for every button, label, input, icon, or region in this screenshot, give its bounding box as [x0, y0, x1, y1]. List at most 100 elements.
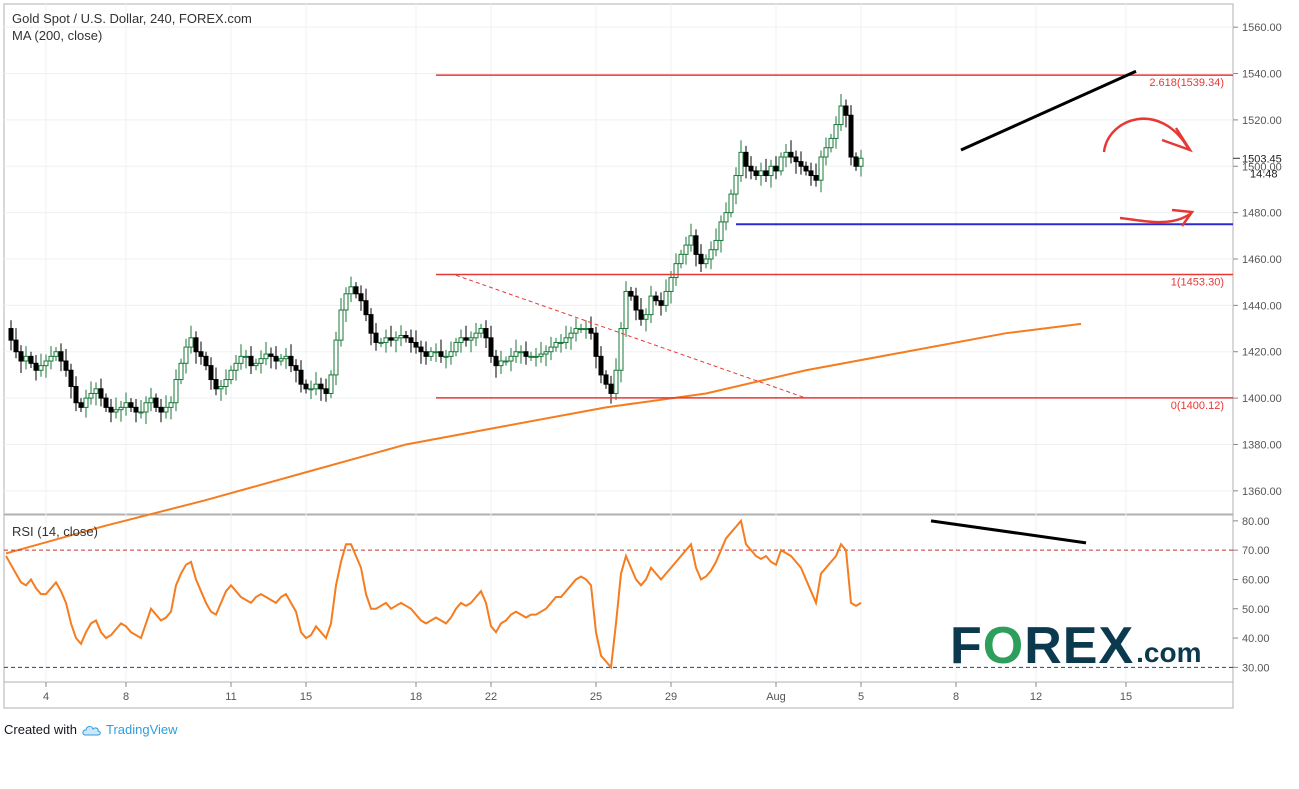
candle-body: [303, 383, 309, 390]
candle-body: [258, 358, 264, 364]
candle-body: [738, 151, 744, 177]
candle-body: [143, 402, 149, 413]
price-tick-label: 1440.00: [1242, 300, 1282, 312]
trend-line: [960, 69, 1137, 152]
candle-body: [88, 392, 94, 399]
candle-body: [168, 402, 174, 408]
candle-body: [173, 379, 179, 404]
candle-body: [778, 156, 784, 172]
candle-body: [593, 332, 599, 357]
candle-body: [353, 286, 359, 295]
candle-body: [653, 295, 659, 302]
candle-body: [678, 253, 684, 265]
dashed-channel-line: [455, 274, 807, 399]
candle-body: [178, 362, 184, 381]
candle-body: [643, 314, 649, 320]
candle-body: [828, 137, 834, 149]
logo-text-o: O: [982, 617, 1025, 675]
candle-body: [508, 355, 514, 362]
candle-body: [753, 170, 759, 177]
candle-body: [53, 351, 59, 357]
rsi-tick-label: 50.00: [1242, 604, 1270, 616]
candlestick-series: [8, 93, 864, 425]
candle-body: [813, 175, 819, 181]
price-tick-label: 1520.00: [1242, 115, 1282, 127]
candle-body: [228, 369, 234, 381]
candle-body: [823, 147, 829, 158]
rsi-tick-label: 40.00: [1242, 633, 1270, 645]
rsi-tick-label: 70.00: [1242, 545, 1270, 557]
candle-body: [293, 365, 299, 371]
chart-title: Gold Spot / U.S. Dollar, 240, FOREX.com: [12, 11, 252, 26]
candle-body: [758, 170, 764, 177]
candle-body: [68, 369, 74, 388]
candle-body: [463, 337, 469, 341]
candle-body: [308, 388, 314, 391]
candle-body: [568, 332, 574, 339]
down-arrow-head: [1161, 127, 1194, 153]
time-tick-label: 8: [953, 691, 959, 703]
candle-body: [358, 293, 364, 302]
candle-body: [818, 156, 824, 181]
candle-body: [268, 353, 274, 357]
fib-level-label: 1(1453.30): [1171, 277, 1224, 289]
candle-body: [188, 337, 194, 348]
candle-body: [588, 328, 594, 334]
price-tick-label: 1360.00: [1242, 486, 1282, 498]
candle-body: [773, 165, 779, 172]
candle-body: [483, 328, 489, 339]
countdown-label: 14:48: [1250, 168, 1278, 180]
candle-body: [388, 337, 394, 341]
rsi-tick-label: 80.00: [1242, 516, 1270, 528]
candle-body: [458, 337, 464, 343]
up-arrow: [1119, 212, 1191, 224]
candle-body: [608, 383, 614, 394]
candle-body: [28, 355, 34, 364]
logo-text-f: F: [950, 617, 983, 675]
candle-body: [728, 193, 734, 214]
price-axis-labels: 1560.00 1540.00 1520.00 1500.00 1480.00 1460.…: [1233, 22, 1282, 498]
candle-body: [433, 351, 439, 354]
candle-body: [13, 339, 19, 353]
candle-body: [363, 300, 369, 316]
candle-body: [73, 386, 79, 404]
candle-body: [108, 406, 114, 413]
candle-body: [8, 328, 14, 341]
rsi-tick-label: 60.00: [1242, 574, 1270, 586]
candle-body: [423, 351, 429, 357]
rsi-polyline: [5, 518, 862, 670]
candle-body: [378, 341, 384, 344]
logo-text-rex: REX: [1024, 617, 1135, 675]
candle-body: [713, 239, 719, 251]
ma-indicator-label: MA (200, close): [12, 28, 103, 43]
time-tick-label: 11: [225, 691, 236, 703]
candle-body: [528, 355, 534, 358]
time-tick-label: 22: [485, 691, 497, 703]
candle-body: [693, 235, 699, 255]
candle-body: [18, 351, 24, 362]
candle-body: [843, 105, 849, 116]
candle-body: [793, 156, 799, 163]
candle-body: [703, 258, 709, 265]
candle-body: [493, 355, 499, 367]
candle-body: [468, 337, 474, 341]
candle-body: [233, 362, 239, 371]
candle-body: [193, 337, 199, 353]
candle-body: [628, 290, 634, 297]
candle-body: [553, 341, 559, 348]
candle-body: [368, 314, 374, 334]
candle-body: [148, 397, 154, 404]
candle-body: [648, 295, 654, 316]
candle-body: [103, 397, 109, 408]
price-tick-label: 1540.00: [1242, 69, 1282, 81]
candle-body: [833, 124, 839, 139]
time-tick-label: 15: [300, 691, 312, 703]
tradingview-link[interactable]: TradingView: [105, 722, 178, 737]
price-tick-label: 1480.00: [1242, 208, 1282, 220]
footer-credit[interactable]: Created with TradingView: [4, 722, 178, 737]
candle-body: [718, 221, 724, 241]
candle-body: [313, 383, 319, 390]
candle-body: [23, 355, 29, 362]
candle-body: [623, 290, 629, 330]
